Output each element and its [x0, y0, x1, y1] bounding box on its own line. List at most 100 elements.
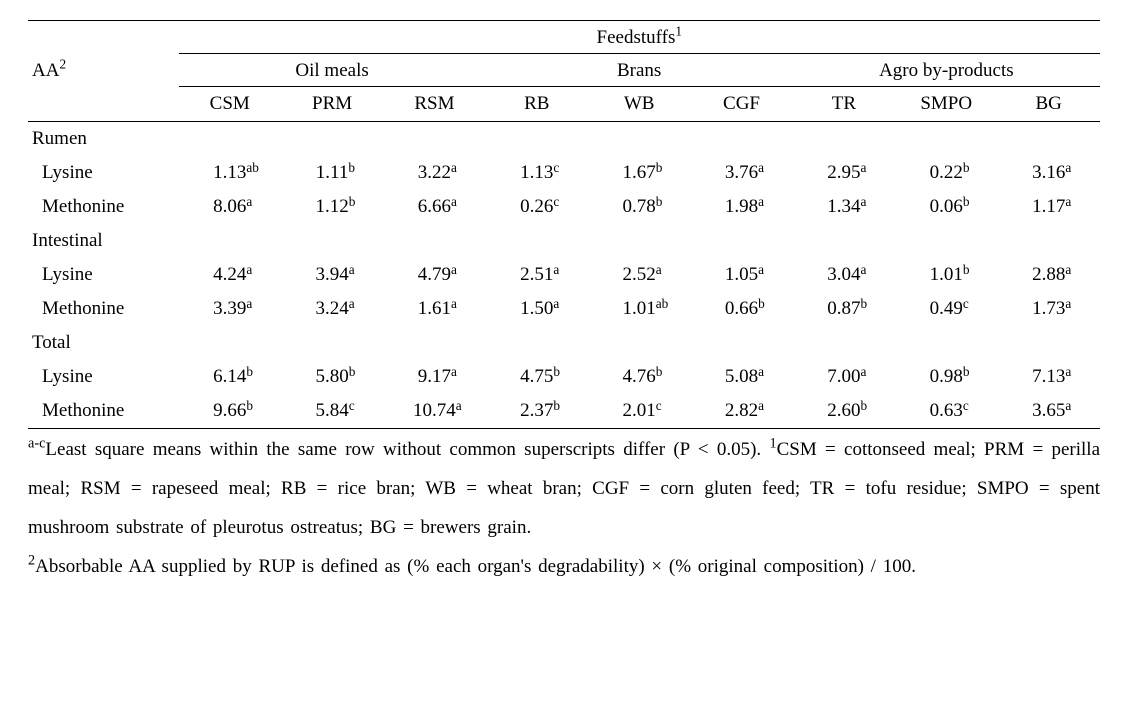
- col-tr: TR: [793, 87, 895, 122]
- cell-value: 5.08: [725, 366, 758, 387]
- cell-superscript: b: [860, 398, 867, 414]
- cell-superscript: c: [553, 160, 559, 176]
- footnote-2-text: Absorbable AA supplied by RUP is defined…: [35, 556, 916, 577]
- cell-superscript: a: [349, 296, 355, 312]
- cell-value: 6.66: [418, 196, 451, 217]
- cell-superscript: b: [963, 364, 970, 380]
- cell-value: 2.95: [827, 162, 860, 183]
- cell-value: 4.24: [213, 264, 246, 285]
- cell-value: 1.13: [213, 162, 246, 183]
- cell-value: 0.78: [623, 196, 656, 217]
- cell-superscript: a: [456, 398, 462, 414]
- data-cell: 3.04a: [793, 258, 895, 292]
- data-cell: 6.66a: [383, 190, 485, 224]
- cell-value: 1.73: [1032, 298, 1065, 319]
- table-row: Methonine9.66b5.84c10.74a2.37b2.01c2.82a…: [28, 394, 1100, 428]
- cell-superscript: a: [656, 262, 662, 278]
- cell-superscript: a: [451, 296, 457, 312]
- cell-superscript: a: [758, 398, 764, 414]
- aa-header: AA2: [28, 21, 179, 122]
- cell-value: 2.60: [827, 400, 860, 421]
- cell-value: 6.14: [213, 366, 246, 387]
- col-prm: PRM: [281, 87, 383, 122]
- data-cell: 0.78b: [588, 190, 690, 224]
- cell-superscript: c: [349, 398, 355, 414]
- cell-superscript: a: [246, 296, 252, 312]
- data-cell: 0.26c: [486, 190, 588, 224]
- data-cell: 10.74a: [383, 394, 485, 428]
- data-cell: 1.05a: [690, 258, 792, 292]
- data-cell: 3.24a: [281, 292, 383, 326]
- row-label: Lysine: [28, 156, 179, 190]
- cell-superscript: b: [246, 398, 253, 414]
- cell-value: 3.65: [1032, 400, 1065, 421]
- data-cell: 3.76a: [690, 156, 792, 190]
- table-row: Lysine6.14b5.80b9.17a4.75b4.76b5.08a7.00…: [28, 360, 1100, 394]
- cell-value: 7.00: [827, 366, 860, 387]
- row-label: Methonine: [28, 292, 179, 326]
- cell-superscript: b: [349, 364, 356, 380]
- cell-value: 1.67: [623, 162, 656, 183]
- cell-value: 1.01: [623, 298, 656, 319]
- cell-superscript: c: [553, 194, 559, 210]
- data-cell: 1.73a: [997, 292, 1100, 326]
- data-cell: 9.17a: [383, 360, 485, 394]
- cell-value: 0.63: [930, 400, 963, 421]
- cell-value: 0.87: [827, 298, 860, 319]
- cell-value: 9.17: [418, 366, 451, 387]
- data-cell: 3.39a: [179, 292, 281, 326]
- data-cell: 3.94a: [281, 258, 383, 292]
- data-cell: 2.95a: [793, 156, 895, 190]
- cell-superscript: a: [246, 262, 252, 278]
- cell-value: 0.98: [930, 366, 963, 387]
- cell-superscript: a: [860, 160, 866, 176]
- footnote-ac: a-cLeast square means within the same ro…: [28, 439, 761, 460]
- cell-superscript: b: [656, 194, 663, 210]
- col-csm: CSM: [179, 87, 281, 122]
- cell-superscript: a: [451, 160, 457, 176]
- feedstuffs-header: Feedstuffs1: [179, 21, 1100, 54]
- col-cgf: CGF: [690, 87, 792, 122]
- cell-value: 4.76: [623, 366, 656, 387]
- cell-superscript: a: [451, 364, 457, 380]
- cell-value: 1.01: [930, 264, 963, 285]
- data-cell: 1.34a: [793, 190, 895, 224]
- data-cell: 1.13c: [486, 156, 588, 190]
- data-cell: 3.65a: [997, 394, 1100, 428]
- footnote-ac-text: Least square means within the same row w…: [45, 439, 761, 460]
- data-cell: 2.51a: [486, 258, 588, 292]
- table-header: AA2 Feedstuffs1 Oil meals Brans Agro by-…: [28, 21, 1100, 122]
- cell-value: 3.94: [315, 264, 348, 285]
- cell-superscript: a: [758, 194, 764, 210]
- cell-value: 10.74: [413, 400, 456, 421]
- footnote-2: 2Absorbable AA supplied by RUP is define…: [28, 556, 916, 577]
- row-label: Methonine: [28, 394, 179, 428]
- cell-value: 2.01: [623, 400, 656, 421]
- data-cell: 3.22a: [383, 156, 485, 190]
- cell-value: 1.12: [315, 196, 348, 217]
- col-rb: RB: [486, 87, 588, 122]
- data-cell: 1.98a: [690, 190, 792, 224]
- cell-value: 3.24: [315, 298, 348, 319]
- cell-superscript: b: [860, 296, 867, 312]
- cell-superscript: a: [451, 194, 457, 210]
- cell-value: 1.61: [418, 298, 451, 319]
- table-row: Lysine1.13ab1.11b3.22a1.13c1.67b3.76a2.9…: [28, 156, 1100, 190]
- data-cell: 5.84c: [281, 394, 383, 428]
- cell-superscript: a: [1065, 160, 1071, 176]
- cell-value: 3.76: [725, 162, 758, 183]
- cell-superscript: b: [246, 364, 253, 380]
- cell-superscript: a: [758, 262, 764, 278]
- cell-value: 0.49: [930, 298, 963, 319]
- cell-superscript: a: [758, 160, 764, 176]
- data-cell: 1.50a: [486, 292, 588, 326]
- data-cell: 1.17a: [997, 190, 1100, 224]
- footnotes-block: a-cLeast square means within the same ro…: [28, 428, 1100, 587]
- cell-value: 1.13: [520, 162, 553, 183]
- data-cell: 0.87b: [793, 292, 895, 326]
- cell-superscript: a: [553, 262, 559, 278]
- cell-value: 1.17: [1032, 196, 1065, 217]
- cell-value: 7.13: [1032, 366, 1065, 387]
- data-cell: 2.88a: [997, 258, 1100, 292]
- cell-value: 0.26: [520, 196, 553, 217]
